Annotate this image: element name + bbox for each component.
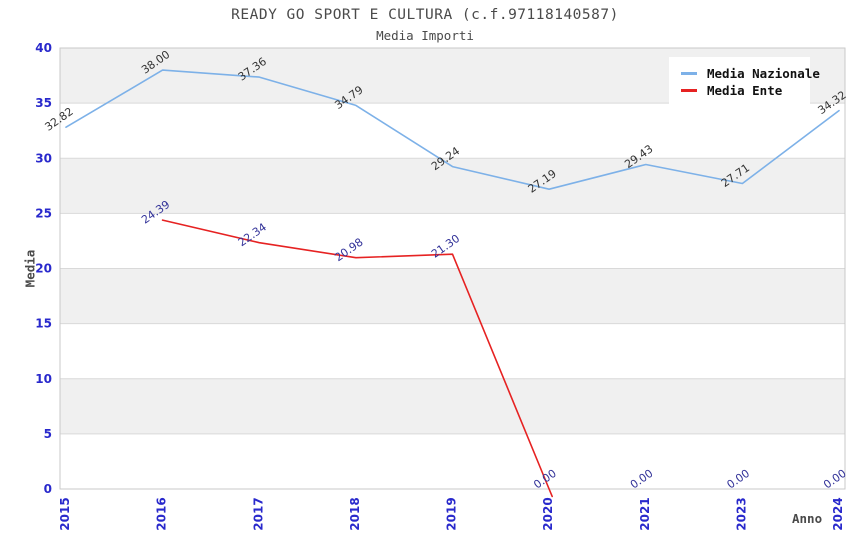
svg-text:2023: 2023 xyxy=(734,497,748,530)
y-axis-title: Media xyxy=(22,249,38,288)
svg-text:25: 25 xyxy=(35,206,52,220)
svg-text:20.98: 20.98 xyxy=(332,236,365,265)
legend-swatch-media-nazionale xyxy=(681,72,697,75)
svg-text:40: 40 xyxy=(35,41,52,55)
legend-label: Media Ente xyxy=(707,83,783,98)
svg-text:2020: 2020 xyxy=(541,497,555,530)
svg-text:0.00: 0.00 xyxy=(531,467,559,492)
svg-text:2015: 2015 xyxy=(58,497,72,530)
svg-text:20: 20 xyxy=(35,262,52,276)
legend: Media Nazionale Media Ente xyxy=(669,57,820,107)
svg-text:2024: 2024 xyxy=(831,497,845,530)
x-tick-labels: 2015 2016 2017 2018 2019 2020 2021 2023 2024 xyxy=(58,497,845,530)
svg-text:2019: 2019 xyxy=(445,497,459,530)
svg-text:2017: 2017 xyxy=(251,497,265,530)
x-axis-title: Anno xyxy=(792,511,823,526)
legend-swatch-media-ente xyxy=(681,89,697,92)
svg-text:2021: 2021 xyxy=(638,497,652,530)
chart-title: READY GO SPORT E CULTURA (c.f.9711814058… xyxy=(231,7,619,23)
svg-text:0: 0 xyxy=(44,482,52,496)
svg-text:2016: 2016 xyxy=(155,497,169,530)
plot-border xyxy=(59,47,846,490)
svg-text:22.34: 22.34 xyxy=(236,221,269,250)
svg-text:21.30: 21.30 xyxy=(429,232,462,261)
legend-item: Media Nazionale xyxy=(681,66,820,81)
legend-item: Media Ente xyxy=(681,83,810,98)
svg-text:0.00: 0.00 xyxy=(628,467,656,492)
legend-label: Media Nazionale xyxy=(707,66,820,81)
chart-subtitle: Media Importi xyxy=(376,28,474,43)
y-tick-labels: 0 5 10 15 20 25 30 35 40 xyxy=(35,41,52,496)
grid-lines xyxy=(60,102,845,435)
plot-bands xyxy=(60,48,845,434)
svg-text:10: 10 xyxy=(35,372,52,386)
svg-text:15: 15 xyxy=(35,317,52,331)
svg-text:0.00: 0.00 xyxy=(725,467,753,492)
svg-text:5: 5 xyxy=(44,427,52,441)
svg-text:2018: 2018 xyxy=(348,497,362,530)
svg-text:35: 35 xyxy=(35,96,52,110)
svg-text:30: 30 xyxy=(35,151,52,165)
